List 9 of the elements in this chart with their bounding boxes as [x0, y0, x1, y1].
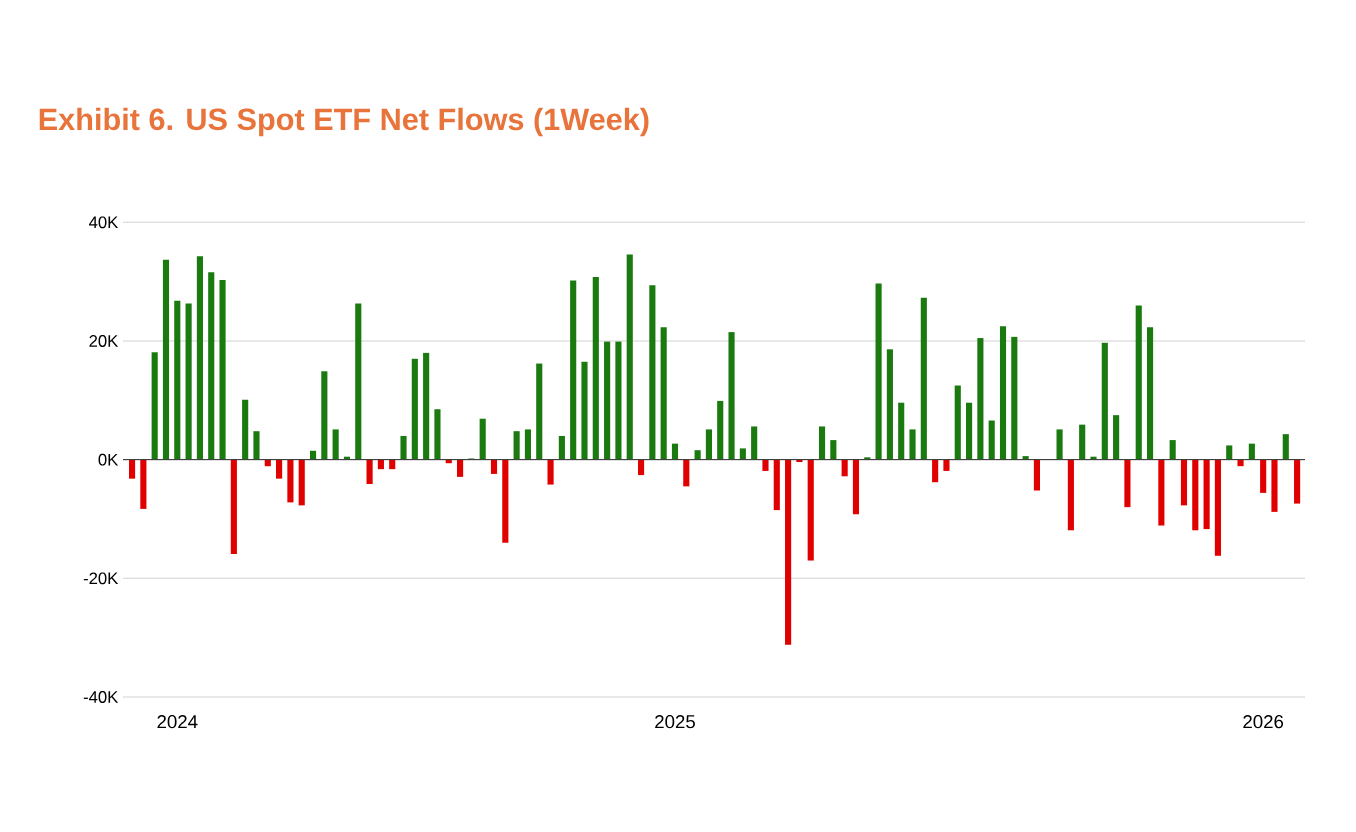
x-tick-label: 2025 [655, 715, 695, 729]
y-tick-label: -40K [83, 691, 119, 703]
y-tick-label: 20K [89, 335, 119, 347]
y-tick-label: 0K [98, 453, 119, 466]
x-tick-label: 2026 [1243, 715, 1284, 729]
y-tick-label: -20K [83, 572, 119, 585]
y-tick-label: 40K [89, 216, 119, 229]
x-tick-label: 2024 [157, 715, 198, 729]
chart-title: Exhibit 6. US Spot ETF Net Flows (1Week) [39, 107, 649, 137]
